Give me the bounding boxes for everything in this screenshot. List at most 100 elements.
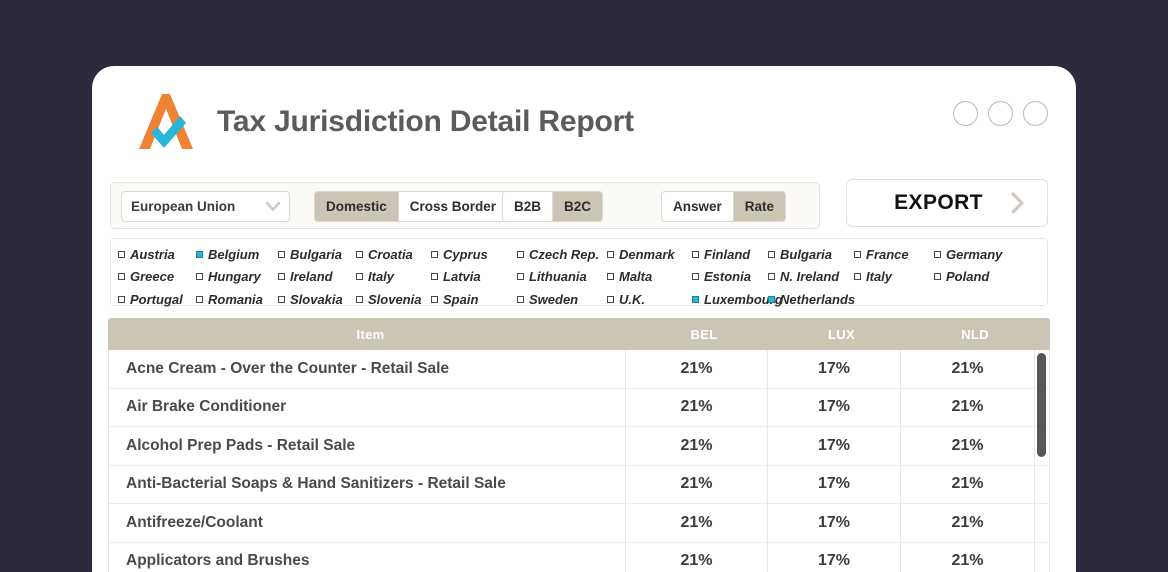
column-header-bel[interactable]: BEL bbox=[690, 326, 718, 342]
checkbox-unchecked-icon[interactable] bbox=[607, 295, 614, 303]
window-control-close[interactable] bbox=[1023, 101, 1048, 126]
country-chip[interactable]: Italy bbox=[854, 269, 934, 284]
country-label: Poland bbox=[946, 269, 990, 285]
checkbox-unchecked-icon[interactable] bbox=[517, 295, 524, 303]
checkbox-unchecked-icon[interactable] bbox=[431, 295, 438, 303]
country-chip[interactable]: Latvia bbox=[431, 269, 517, 284]
country-chip[interactable]: Cyprus bbox=[431, 247, 517, 262]
table-row[interactable]: Alcohol Prep Pads - Retail Sale 21% 17% 21% bbox=[109, 427, 1049, 466]
country-chip[interactable]: Denmark bbox=[607, 247, 692, 262]
checkbox-unchecked-icon[interactable] bbox=[118, 273, 125, 281]
country-chip[interactable]: Estonia bbox=[692, 269, 768, 284]
country-chip[interactable]: Sweden bbox=[517, 292, 607, 307]
checkbox-checked-icon[interactable] bbox=[768, 295, 775, 303]
country-chip[interactable]: Slovakia bbox=[278, 292, 356, 307]
country-chip[interactable]: France bbox=[854, 247, 934, 262]
checkbox-unchecked-icon[interactable] bbox=[934, 250, 941, 258]
checkbox-unchecked-icon[interactable] bbox=[431, 273, 438, 281]
country-label: Bulgaria bbox=[780, 246, 833, 262]
table-row[interactable]: Air Brake Conditioner 21% 17% 21% bbox=[109, 388, 1049, 427]
country-chip[interactable]: Spain bbox=[431, 292, 517, 307]
country-chip[interactable]: Luxembourg bbox=[692, 292, 783, 307]
filter-bar: European Union Domestic Cross Border B2B… bbox=[110, 182, 820, 229]
column-header-item[interactable]: Item bbox=[356, 326, 385, 342]
checkbox-unchecked-icon[interactable] bbox=[118, 295, 125, 303]
checkbox-checked-icon[interactable] bbox=[196, 250, 203, 258]
checkbox-unchecked-icon[interactable] bbox=[278, 273, 285, 281]
country-chip[interactable]: Austria bbox=[118, 247, 196, 262]
country-chip[interactable]: N. Ireland bbox=[768, 269, 854, 284]
checkbox-unchecked-icon[interactable] bbox=[934, 273, 941, 281]
checkbox-unchecked-icon[interactable] bbox=[607, 250, 614, 258]
mode-toggle-group: Answer Rate bbox=[661, 191, 787, 222]
checkbox-unchecked-icon[interactable] bbox=[854, 273, 861, 281]
scope-option-domestic[interactable]: Domestic bbox=[315, 192, 398, 221]
checkbox-unchecked-icon[interactable] bbox=[607, 273, 614, 281]
country-label: Czech Rep. bbox=[529, 246, 600, 262]
mode-option-answer[interactable]: Answer bbox=[662, 192, 733, 221]
cell-rate-bel: 21% bbox=[626, 350, 768, 388]
checkbox-unchecked-icon[interactable] bbox=[356, 295, 363, 303]
checkbox-unchecked-icon[interactable] bbox=[196, 273, 203, 281]
country-chip[interactable]: Netherlands bbox=[768, 291, 856, 307]
table-row[interactable]: Acne Cream - Over the Counter - Retail S… bbox=[109, 350, 1049, 389]
table-row[interactable]: Antifreeze/Coolant 21% 17% 21% bbox=[109, 504, 1049, 543]
country-chip[interactable]: Ireland bbox=[278, 269, 356, 284]
country-chip[interactable]: Bulgaria bbox=[768, 247, 854, 262]
country-label: Belgium bbox=[208, 246, 260, 262]
checkbox-unchecked-icon[interactable] bbox=[356, 250, 363, 258]
checkbox-unchecked-icon[interactable] bbox=[196, 295, 203, 303]
checkbox-unchecked-icon[interactable] bbox=[768, 250, 775, 258]
country-chip[interactable]: Finland bbox=[692, 247, 768, 262]
checkbox-unchecked-icon[interactable] bbox=[278, 250, 285, 258]
checkbox-unchecked-icon[interactable] bbox=[517, 273, 524, 281]
checkbox-checked-icon[interactable] bbox=[692, 295, 699, 303]
country-chip[interactable]: Czech Rep. bbox=[517, 247, 607, 262]
party-option-b2c[interactable]: B2C bbox=[552, 192, 603, 221]
window-control-maximize[interactable] bbox=[988, 101, 1013, 126]
country-chip[interactable]: Greece bbox=[118, 269, 196, 284]
country-chip[interactable]: Poland bbox=[934, 269, 1012, 284]
checkbox-unchecked-icon[interactable] bbox=[278, 295, 285, 303]
country-chip[interactable]: U.K. bbox=[607, 292, 692, 307]
country-chip[interactable]: Romania bbox=[196, 292, 278, 307]
checkbox-unchecked-icon[interactable] bbox=[692, 250, 699, 258]
checkbox-unchecked-icon[interactable] bbox=[517, 250, 524, 258]
party-option-b2b[interactable]: B2B bbox=[503, 192, 553, 221]
checkbox-unchecked-icon[interactable] bbox=[431, 250, 438, 258]
country-chip[interactable]: Germany bbox=[934, 247, 1012, 262]
region-select[interactable]: European Union bbox=[121, 191, 290, 222]
country-label: N. Ireland bbox=[780, 269, 840, 285]
country-label: Germany bbox=[946, 246, 1003, 262]
country-label: Portugal bbox=[130, 291, 183, 307]
checkbox-unchecked-icon[interactable] bbox=[854, 250, 861, 258]
country-chip[interactable]: Malta bbox=[607, 269, 692, 284]
country-chip[interactable]: Italy bbox=[356, 269, 431, 284]
country-chip[interactable]: Belgium bbox=[196, 247, 278, 262]
column-header-nld[interactable]: NLD bbox=[961, 326, 989, 342]
country-label: Hungary bbox=[208, 269, 261, 285]
country-chip[interactable]: Slovenia bbox=[356, 292, 431, 307]
cell-rate-nld: 21% bbox=[901, 388, 1035, 426]
column-header-lux[interactable]: LUX bbox=[828, 326, 855, 342]
country-chip[interactable]: Croatia bbox=[356, 247, 431, 262]
table-scrollbar-thumb[interactable] bbox=[1037, 353, 1046, 457]
window-control-minimize[interactable] bbox=[953, 101, 978, 126]
checkbox-unchecked-icon[interactable] bbox=[118, 250, 125, 258]
country-chip[interactable]: Portugal bbox=[118, 292, 196, 307]
country-label: Sweden bbox=[529, 291, 579, 307]
table-row[interactable]: Applicators and Brushes 21% 17% 21% bbox=[109, 542, 1049, 572]
country-chip[interactable]: Lithuania bbox=[517, 269, 607, 284]
country-chip[interactable]: Bulgaria bbox=[278, 247, 356, 262]
checkbox-unchecked-icon[interactable] bbox=[356, 273, 363, 281]
checkbox-unchecked-icon[interactable] bbox=[692, 273, 699, 281]
export-button[interactable]: EXPORT bbox=[846, 179, 1048, 227]
table-scrollbar-track[interactable] bbox=[1036, 352, 1047, 572]
country-label: Netherlands bbox=[780, 291, 856, 307]
table-row[interactable]: Anti-Bacterial Soaps & Hand Sanitizers -… bbox=[109, 465, 1049, 504]
page-title: Tax Jurisdiction Detail Report bbox=[217, 105, 634, 138]
checkbox-unchecked-icon[interactable] bbox=[768, 273, 775, 281]
mode-option-rate[interactable]: Rate bbox=[732, 192, 786, 221]
country-chip[interactable]: Hungary bbox=[196, 269, 278, 284]
scope-option-cross-border[interactable]: Cross Border bbox=[397, 192, 508, 221]
